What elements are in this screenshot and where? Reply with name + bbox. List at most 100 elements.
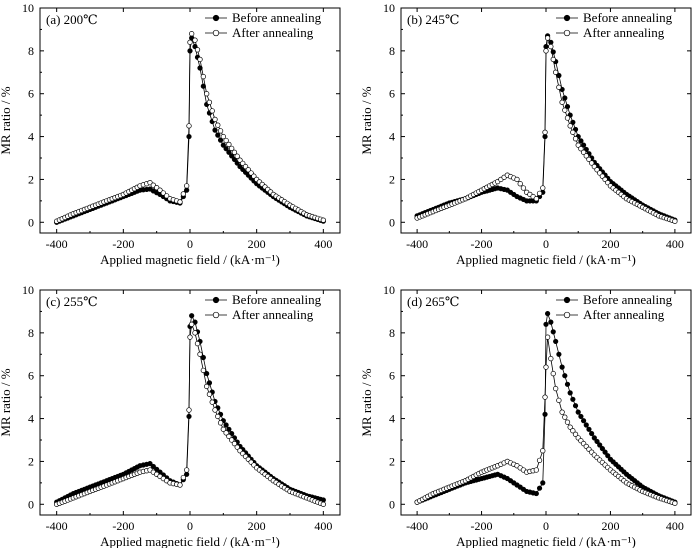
data-point xyxy=(597,442,603,448)
data-point xyxy=(189,313,195,319)
data-point xyxy=(189,321,195,327)
series-line xyxy=(416,311,676,503)
x-tick-label: 0 xyxy=(187,519,193,533)
data-point xyxy=(550,370,556,377)
data-point xyxy=(226,433,232,440)
data-point xyxy=(556,397,562,404)
x-axis-title: Applied magnetic field / (kA·m⁻¹) xyxy=(100,252,280,267)
data-point xyxy=(514,176,520,183)
chart-panel-4: -400 -200 0 200 400 0 2 4 6 8 10 Applied magnetic f… xyxy=(359,283,692,548)
chart-panel-3: -400 -200 0 200 400 0 2 4 6 8 10 Applied magnetic f… xyxy=(0,283,341,548)
data-point xyxy=(575,409,581,415)
data-point xyxy=(542,394,548,400)
y-tick-label: 6 xyxy=(389,87,395,101)
series-after-annealing xyxy=(54,321,326,507)
data-point xyxy=(517,181,523,187)
data-point xyxy=(580,149,587,155)
data-point xyxy=(177,482,183,488)
data-point xyxy=(570,396,576,402)
chart-panel-2: -400 -200 0 200 400 0 2 4 6 8 10 Applied magnetic f… xyxy=(359,1,692,267)
data-point xyxy=(599,445,605,452)
data-point xyxy=(186,407,192,413)
data-point xyxy=(536,190,543,197)
legend-entry: After annealing xyxy=(583,307,665,322)
y-tick-label: 0 xyxy=(28,497,34,511)
data-point xyxy=(540,448,546,454)
data-point xyxy=(570,129,576,135)
data-point xyxy=(570,119,576,125)
legend-entry: After annealing xyxy=(232,25,314,40)
data-point xyxy=(591,435,597,441)
data-point xyxy=(223,422,229,428)
panel-label: (b) 245℃ xyxy=(407,12,459,27)
data-point xyxy=(542,411,548,417)
data-point xyxy=(586,156,592,163)
data-point xyxy=(570,428,576,434)
data-point xyxy=(540,480,546,486)
data-point xyxy=(200,83,206,89)
series-after-annealing xyxy=(54,31,326,224)
data-point xyxy=(556,351,562,357)
panel-label: (d) 265℃ xyxy=(407,294,459,309)
y-tick-label: 0 xyxy=(389,497,395,511)
data-point xyxy=(206,99,213,105)
legend-marker xyxy=(212,29,220,37)
data-point xyxy=(157,187,163,193)
data-point xyxy=(589,160,595,166)
y-tick-label: 4 xyxy=(389,412,395,426)
data-point xyxy=(533,467,539,473)
y-tick-label: 4 xyxy=(28,130,34,144)
data-point xyxy=(186,123,192,129)
data-point xyxy=(536,457,543,464)
data-point xyxy=(543,48,549,54)
data-point xyxy=(553,338,559,345)
y-tick-label: 6 xyxy=(28,87,34,101)
data-point xyxy=(215,413,221,420)
data-point xyxy=(578,138,584,144)
x-axis-title: Applied magnetic field / (kA·m⁻¹) xyxy=(100,534,280,548)
legend-marker xyxy=(212,311,220,319)
data-point xyxy=(544,35,551,41)
y-tick-label: 6 xyxy=(28,369,34,383)
y-axis-title: MR ratio / % xyxy=(359,86,374,154)
series-after-annealing xyxy=(414,35,678,224)
legend-marker xyxy=(212,14,220,22)
y-tick-label: 8 xyxy=(389,44,395,58)
legend-marker xyxy=(212,296,220,304)
data-point xyxy=(562,373,568,379)
y-tick-label: 8 xyxy=(389,326,395,340)
data-point xyxy=(572,403,579,409)
x-tick-label: 200 xyxy=(248,519,266,533)
data-point xyxy=(160,190,166,196)
data-point xyxy=(154,466,160,472)
data-point xyxy=(564,381,571,387)
data-point xyxy=(536,485,543,491)
legend-entry: After annealing xyxy=(232,307,314,322)
chart-panel-1: -400 -200 0 200 400 0 2 4 6 8 10 Applied magnetic f… xyxy=(0,1,341,267)
data-point xyxy=(234,444,240,450)
x-tick-label: 200 xyxy=(601,237,619,251)
data-point xyxy=(672,218,678,224)
y-tick-label: 10 xyxy=(383,283,395,297)
y-tick-label: 10 xyxy=(22,283,34,297)
data-point xyxy=(580,142,587,148)
data-point xyxy=(223,146,229,152)
x-tick-label: 200 xyxy=(248,237,266,251)
data-point xyxy=(192,37,198,43)
legend-entry: Before annealing xyxy=(583,10,673,25)
data-point xyxy=(180,474,186,481)
x-tick-label: -200 xyxy=(471,519,493,533)
data-point xyxy=(533,196,539,202)
x-tick-label: -200 xyxy=(112,237,134,251)
y-axis-title: MR ratio / % xyxy=(359,368,374,436)
data-point xyxy=(583,153,589,159)
legend-entry: Before annealing xyxy=(232,10,322,25)
data-point xyxy=(562,95,568,101)
data-point xyxy=(197,351,203,357)
data-point xyxy=(548,43,554,50)
y-tick-label: 0 xyxy=(389,215,395,229)
data-point xyxy=(559,364,565,370)
data-point xyxy=(672,500,678,506)
y-axis-title: MR ratio / % xyxy=(0,368,13,436)
data-point xyxy=(194,340,201,347)
